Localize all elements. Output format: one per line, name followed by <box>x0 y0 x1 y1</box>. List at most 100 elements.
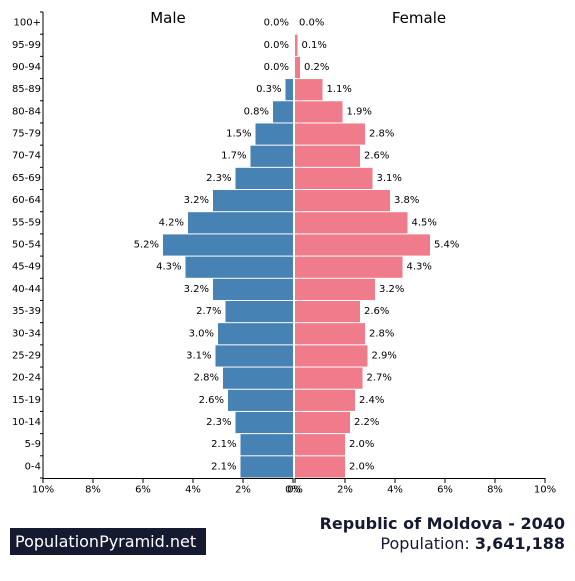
brand-logo[interactable]: PopulationPyramid.net <box>10 528 206 555</box>
data-label-female: 0.0% <box>299 18 324 29</box>
data-label-male: 2.1% <box>211 461 236 472</box>
data-label-male: 0.8% <box>244 106 269 117</box>
data-label-male: 0.0% <box>264 18 289 29</box>
bar-female-75-79 <box>295 123 365 145</box>
data-label-male: 1.7% <box>221 151 246 162</box>
bar-female-60-64 <box>295 190 390 212</box>
bar-male-10-14 <box>235 411 293 434</box>
data-label-female: 2.0% <box>349 461 374 472</box>
bar-male-65-69 <box>235 167 293 190</box>
age-group-label: 30-34 <box>12 328 41 339</box>
bar-female-85-89 <box>295 79 323 101</box>
data-label-female: 1.9% <box>347 106 372 117</box>
x-tick-label: 8% <box>487 485 503 496</box>
data-label-female: 3.2% <box>379 284 404 295</box>
age-group-label: 35-39 <box>12 306 41 317</box>
age-group-label: 45-49 <box>12 262 41 273</box>
bar-female-25-29 <box>295 345 368 367</box>
bar-female-90-94 <box>295 56 300 79</box>
data-label-female: 2.4% <box>359 395 384 406</box>
data-label-male: 2.3% <box>206 417 231 428</box>
data-label-female: 4.3% <box>407 262 432 273</box>
data-label-female: 2.8% <box>369 328 394 339</box>
bar-male-50-54 <box>163 234 293 256</box>
data-label-male: 3.0% <box>189 328 214 339</box>
bar-male-0-4 <box>240 456 293 478</box>
bar-female-95-99 <box>295 34 298 56</box>
bar-female-55-59 <box>295 212 408 234</box>
data-label-female: 2.8% <box>369 129 394 140</box>
bar-female-40-44 <box>295 278 375 300</box>
data-label-male: 3.2% <box>184 284 209 295</box>
data-label-male: 0.3% <box>256 84 281 95</box>
x-tick-label: 2% <box>235 485 251 496</box>
bar-female-5-9 <box>295 434 345 456</box>
bar-male-45-49 <box>185 256 293 278</box>
x-tick-label: 6% <box>135 485 151 496</box>
data-label-female: 2.7% <box>367 373 392 384</box>
data-label-male: 4.2% <box>159 217 184 228</box>
x-tick-label: 2% <box>337 485 353 496</box>
age-group-label: 75-79 <box>12 129 41 140</box>
bar-male-70-74 <box>250 145 293 167</box>
data-label-male: 2.1% <box>211 439 236 450</box>
bar-male-25-29 <box>215 345 293 367</box>
bar-female-20-24 <box>295 367 363 389</box>
bar-female-80-84 <box>295 101 343 123</box>
population-value: 3,641,188 <box>474 534 565 553</box>
population-label: Population: <box>380 534 470 553</box>
x-tick-label: 10% <box>32 485 54 496</box>
age-group-label: 70-74 <box>12 151 41 162</box>
population-line: Population: 3,641,188 <box>380 534 565 553</box>
population-pyramid-chart: 0.0% 0.0% 100+ 0.0% 0.1% 95-99 0.0% 0.2% 90-94 0.… <box>12 9 556 496</box>
x-tick-label: 0% <box>287 485 303 496</box>
bar-female-10-14 <box>295 411 350 434</box>
data-label-female: 5.4% <box>434 240 459 251</box>
x-tick-label: 10% <box>534 485 556 496</box>
bar-male-30-34 <box>218 323 293 345</box>
bar-female-35-39 <box>295 300 360 323</box>
age-group-label: 20-24 <box>12 373 41 384</box>
bar-female-15-19 <box>295 389 355 411</box>
age-group-label: 80-84 <box>12 106 41 117</box>
bar-female-45-49 <box>295 256 403 278</box>
age-group-label: 60-64 <box>12 195 41 206</box>
x-tick-label: 4% <box>185 485 201 496</box>
bar-female-70-74 <box>295 145 360 167</box>
age-group-label: 0-4 <box>25 461 41 472</box>
age-group-label: 100+ <box>14 18 41 29</box>
bar-male-85-89 <box>285 79 293 101</box>
age-group-label: 55-59 <box>12 217 41 228</box>
age-group-label: 15-19 <box>12 395 41 406</box>
bar-male-75-79 <box>255 123 293 145</box>
bar-female-50-54 <box>295 234 430 256</box>
data-label-male: 2.3% <box>206 173 231 184</box>
bar-female-30-34 <box>295 323 365 345</box>
x-tick-label: 6% <box>437 485 453 496</box>
bar-male-40-44 <box>213 278 293 300</box>
data-label-female: 3.1% <box>377 173 402 184</box>
series-name-male: Male <box>150 9 186 27</box>
bar-female-65-69 <box>295 167 373 190</box>
bar-female-0-4 <box>295 456 345 478</box>
data-label-male: 0.0% <box>264 40 289 51</box>
data-label-male: 5.2% <box>134 240 159 251</box>
data-label-male: 3.2% <box>184 195 209 206</box>
bar-male-55-59 <box>188 212 293 234</box>
data-label-female: 3.8% <box>394 195 419 206</box>
data-label-male: 2.8% <box>194 373 219 384</box>
age-group-label: 50-54 <box>12 240 41 251</box>
data-label-female: 2.6% <box>364 151 389 162</box>
data-label-male: 4.3% <box>156 262 181 273</box>
data-label-female: 2.2% <box>354 417 379 428</box>
age-group-label: 25-29 <box>12 350 41 361</box>
bar-male-35-39 <box>225 300 293 323</box>
bar-male-5-9 <box>240 434 293 456</box>
bar-male-20-24 <box>223 367 293 389</box>
bar-male-80-84 <box>273 101 293 123</box>
data-label-male: 2.6% <box>199 395 224 406</box>
x-tick-label: 8% <box>85 485 101 496</box>
data-label-female: 1.1% <box>327 84 352 95</box>
age-group-label: 95-99 <box>12 40 41 51</box>
x-tick-label: 0% <box>285 485 301 496</box>
